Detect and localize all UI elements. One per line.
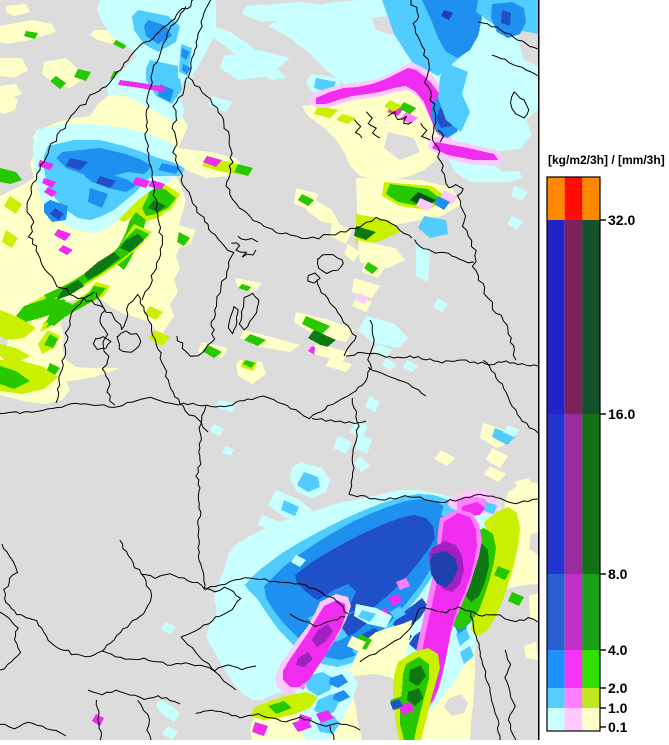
svg-text:16.0: 16.0	[608, 406, 635, 422]
svg-text:[kg/m2/3h] / [mm/3h]: [kg/m2/3h] / [mm/3h]	[548, 153, 665, 167]
svg-text:0.1: 0.1	[608, 719, 628, 735]
svg-text:1.0: 1.0	[608, 700, 628, 716]
svg-text:4.0: 4.0	[608, 642, 628, 658]
svg-text:8.0: 8.0	[608, 566, 628, 582]
svg-text:2.0: 2.0	[608, 680, 628, 696]
svg-text:32.0: 32.0	[608, 212, 635, 228]
